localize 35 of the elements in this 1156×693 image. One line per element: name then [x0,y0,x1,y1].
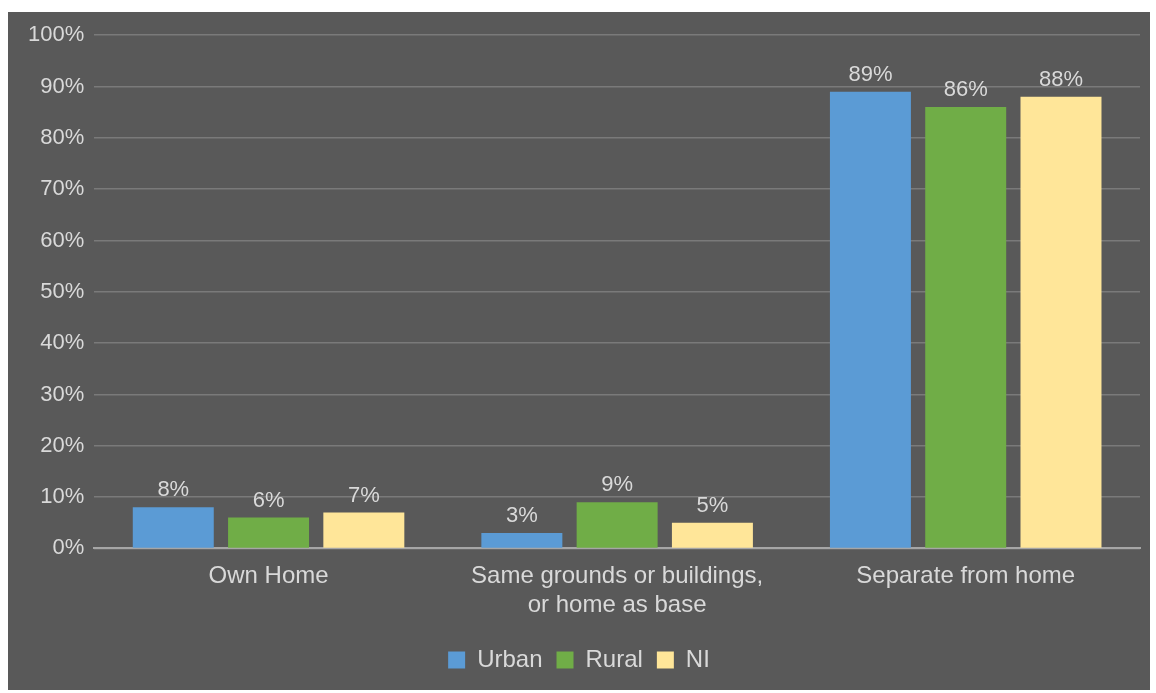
bar [323,512,405,548]
data-label: 3% [505,502,538,528]
y-tick-label: 20% [40,431,85,457]
x-tick-label: Same grounds or buildings, or home as base [471,561,764,618]
bar [576,502,658,548]
y-tick-label: 30% [40,380,85,406]
data-label: 88% [1038,65,1084,91]
y-tick-label: 10% [40,483,85,509]
bar [228,517,310,548]
y-tick-label: 60% [40,226,85,252]
legend-label: NI [685,644,710,672]
x-tick-label: Own Home [208,561,329,589]
y-tick-label: 0% [52,534,85,560]
y-tick-label: 90% [40,72,85,98]
bar [1020,96,1102,548]
data-label: 89% [848,60,893,86]
data-label: 5% [696,491,729,517]
data-label: 86% [943,76,988,102]
x-tick-label: Separate from home [856,561,1076,589]
y-tick-label: 100% [27,21,85,47]
bar [132,507,214,548]
y-tick-label: 80% [40,123,85,149]
data-label: 6% [252,486,285,512]
data-label: 9% [601,471,634,497]
data-label: 7% [347,481,380,507]
y-tick-label: 70% [40,175,85,201]
data-label: 8% [157,476,190,502]
y-tick-label: 50% [40,277,85,303]
bar [925,107,1007,548]
bar [829,91,911,548]
bar [481,533,563,548]
legend-label: Urban [477,644,543,672]
y-tick-label: 40% [40,329,85,355]
bar [671,522,753,548]
legend-label: Rural [585,644,643,672]
